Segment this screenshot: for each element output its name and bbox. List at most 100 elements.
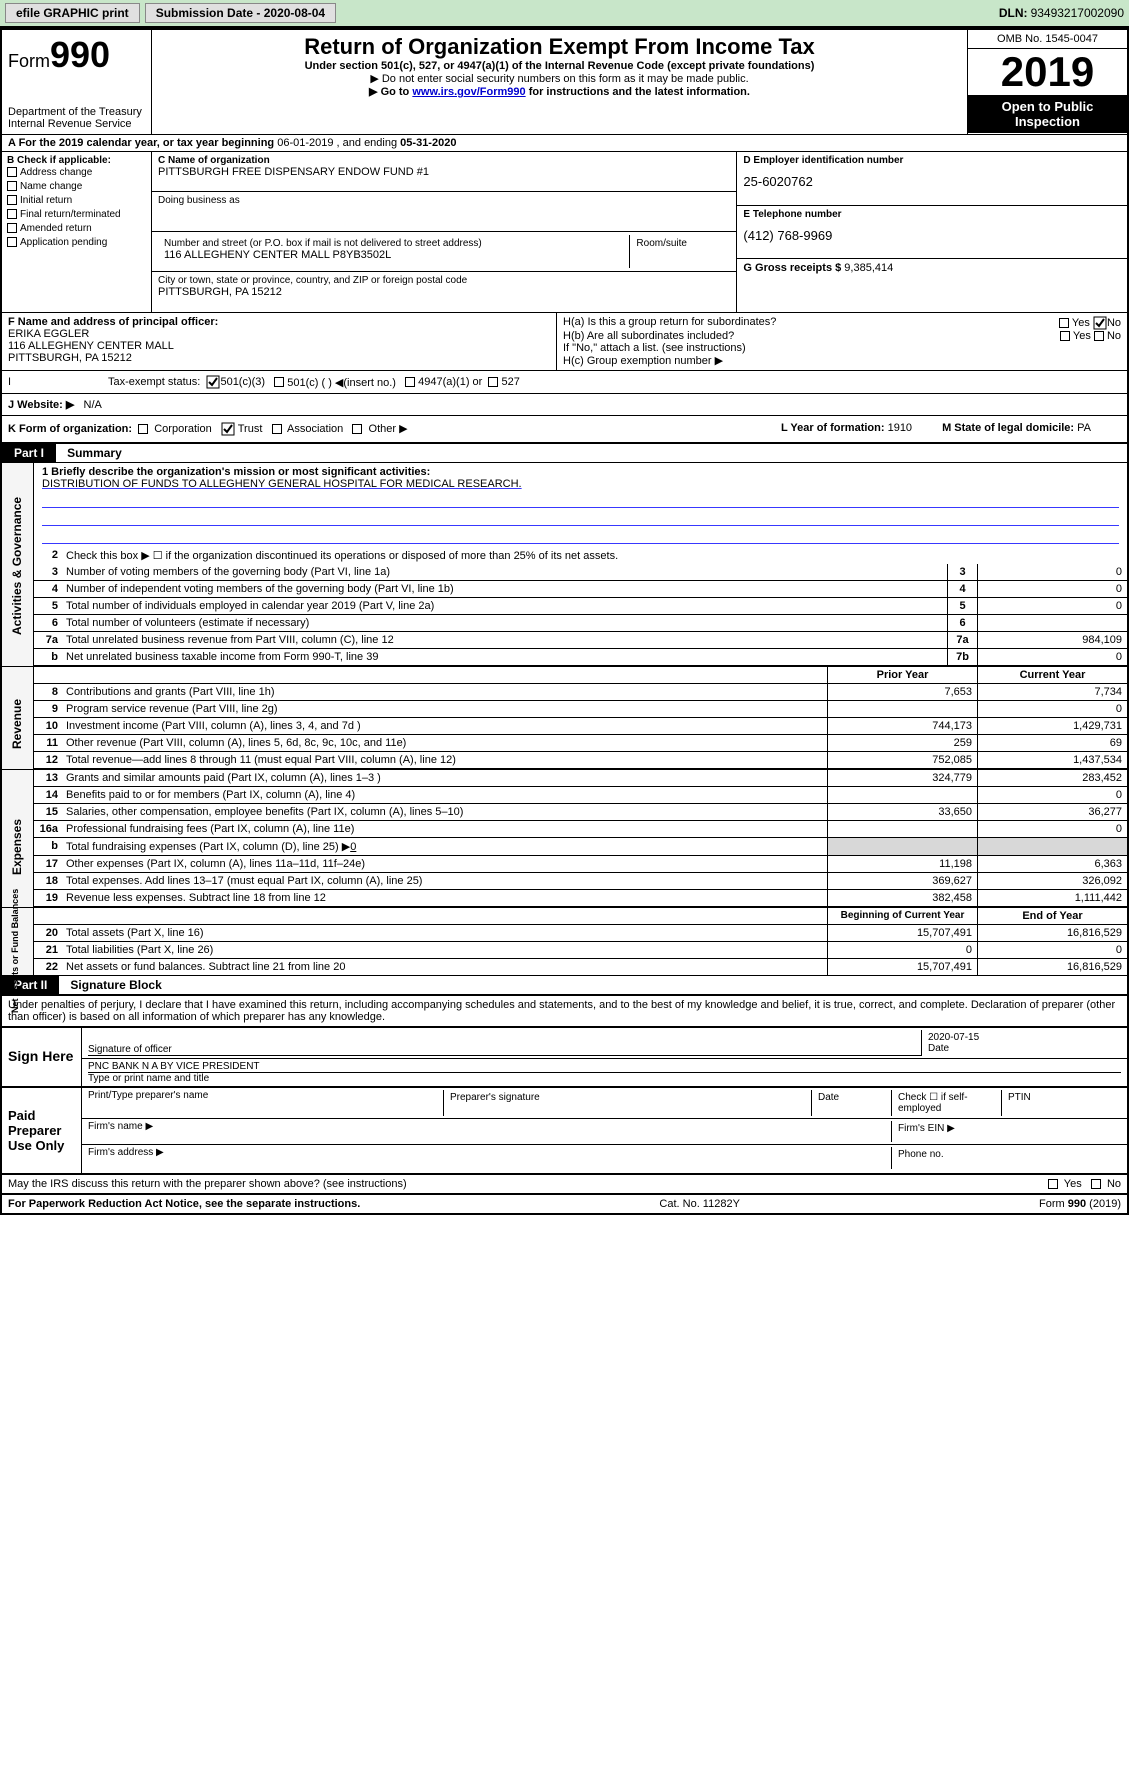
dln-value: 93493217002090 xyxy=(1031,6,1124,20)
state-domicile: PA xyxy=(1077,422,1091,434)
line13-text: Grants and similar amounts paid (Part IX… xyxy=(62,770,827,786)
line4-text: Number of independent voting members of … xyxy=(62,581,947,597)
chk-corp[interactable] xyxy=(138,424,148,434)
line7a-n: 7a xyxy=(947,632,977,648)
prep-name-label: Print/Type preparer's name xyxy=(88,1090,443,1116)
line17-py: 11,198 xyxy=(827,856,977,872)
tax-year: 2019 xyxy=(968,49,1127,95)
line1-label: 1 Briefly describe the organization's mi… xyxy=(42,466,430,478)
hdr-begin-year: Beginning of Current Year xyxy=(827,908,977,924)
chk-501c3-checked[interactable] xyxy=(206,375,220,389)
line10-text: Investment income (Part VIII, column (A)… xyxy=(62,718,827,734)
form-prefix: Form xyxy=(8,51,50,71)
line9-cy: 0 xyxy=(977,701,1127,717)
vtab-revenue: Revenue xyxy=(10,669,24,779)
line16b-v: 0 xyxy=(350,841,356,853)
ha-yes[interactable] xyxy=(1059,318,1069,328)
form-number: 990 xyxy=(50,34,110,75)
gross-receipts: 9,385,414 xyxy=(844,262,893,274)
line7b-v: 0 xyxy=(977,649,1127,665)
chk-other[interactable] xyxy=(352,424,362,434)
opt-501c3: 501(c)(3) xyxy=(220,376,265,388)
box-c-name-label: C Name of organization xyxy=(158,155,270,166)
officer-addr1: 116 ALLEGHENY CENTER MALL xyxy=(8,340,174,352)
org-city: PITTSBURGH, PA 15212 xyxy=(158,286,730,298)
chk-initial-return[interactable]: Initial return xyxy=(7,194,146,208)
vtab-expenses: Expenses xyxy=(10,792,24,902)
form-title: Return of Organization Exempt From Incom… xyxy=(162,34,957,60)
prep-self-emp[interactable]: Check ☐ if self-employed xyxy=(891,1090,1001,1116)
line16b-cy xyxy=(977,838,1127,855)
chk-527[interactable] xyxy=(488,377,498,387)
line19-py: 382,458 xyxy=(827,890,977,906)
line2: Check this box ▶ ☐ if the organization d… xyxy=(62,547,1127,564)
line4-v: 0 xyxy=(977,581,1127,597)
chk-trust-checked[interactable] xyxy=(221,422,235,436)
line16b-text: Total fundraising expenses (Part IX, col… xyxy=(62,838,827,855)
box-e-label: E Telephone number xyxy=(743,209,1121,220)
row-a-text: A For the 2019 calendar year, or tax yea… xyxy=(8,137,277,149)
chk-final-return[interactable]: Final return/terminated xyxy=(7,208,146,222)
hb-note: If "No," attach a list. (see instruction… xyxy=(563,342,1121,354)
line8-cy: 7,734 xyxy=(977,684,1127,700)
line19-text: Revenue less expenses. Subtract line 18 … xyxy=(62,890,827,906)
opt-501c: 501(c) ( ) ◀(insert no.) xyxy=(287,376,396,389)
dba-label: Doing business as xyxy=(158,195,730,206)
form-note1: ▶ Do not enter social security numbers o… xyxy=(162,72,957,85)
chk-application-pending[interactable]: Application pending xyxy=(7,236,146,250)
box-h: H(a) Is this a group return for subordin… xyxy=(557,313,1127,370)
line15-text: Salaries, other compensation, employee b… xyxy=(62,804,827,820)
discuss-question: May the IRS discuss this return with the… xyxy=(8,1178,407,1190)
line17-text: Other expenses (Part IX, column (A), lin… xyxy=(62,856,827,872)
officer-print-name: PNC BANK N A BY VICE PRESIDENT xyxy=(88,1061,1121,1073)
note2-pre: ▶ Go to xyxy=(369,86,412,98)
discuss-no[interactable] xyxy=(1091,1179,1101,1189)
city-label: City or town, state or province, country… xyxy=(158,275,730,286)
box-g-label: G Gross receipts $ xyxy=(743,262,844,274)
line13-cy: 283,452 xyxy=(977,770,1127,786)
row-k: K Form of organization: Corporation Trus… xyxy=(2,415,1127,444)
line11-py: 259 xyxy=(827,735,977,751)
firm-phone-label: Phone no. xyxy=(891,1147,1121,1169)
chk-501c[interactable] xyxy=(274,377,284,387)
firm-addr-label: Firm's address ▶ xyxy=(88,1147,891,1169)
hb-yes[interactable] xyxy=(1060,331,1070,341)
part-i-title: Summary xyxy=(59,443,130,463)
box-b: B Check if applicable: Address change Na… xyxy=(2,152,152,312)
open-inspection: Open to Public Inspection xyxy=(968,95,1127,133)
sign-here-label: Sign Here xyxy=(2,1028,82,1086)
line18-py: 369,627 xyxy=(827,873,977,889)
hb-no[interactable] xyxy=(1094,331,1104,341)
org-address: 116 ALLEGHENY CENTER MALL P8YB3502L xyxy=(158,249,629,264)
line5-n: 5 xyxy=(947,598,977,614)
line7a-text: Total unrelated business revenue from Pa… xyxy=(62,632,947,648)
hb-label: H(b) Are all subordinates included? xyxy=(563,330,734,342)
form990-link[interactable]: www.irs.gov/Form990 xyxy=(412,86,525,98)
line8-text: Contributions and grants (Part VIII, lin… xyxy=(62,684,827,700)
ha-no-checked[interactable] xyxy=(1093,316,1107,330)
form-id-block: Form990 Department of the Treasury Inter… xyxy=(2,30,152,134)
chk-assoc[interactable] xyxy=(272,424,282,434)
line11-text: Other revenue (Part VIII, column (A), li… xyxy=(62,735,827,751)
discuss-yes[interactable] xyxy=(1048,1179,1058,1189)
line5-v: 0 xyxy=(977,598,1127,614)
addr-label: Number and street (or P.O. box if mail i… xyxy=(158,235,629,249)
line20-py: 15,707,491 xyxy=(827,925,977,941)
chk-amended-return[interactable]: Amended return xyxy=(7,222,146,236)
sub-date-label: Submission Date - xyxy=(156,6,264,20)
vtab-net-assets: Net Assets or Fund Balances xyxy=(10,903,20,1013)
row-l-label: L Year of formation: xyxy=(781,422,888,434)
sig-date-label: Date xyxy=(928,1043,949,1054)
chk-4947[interactable] xyxy=(405,377,415,387)
submission-date-button[interactable]: Submission Date - 2020-08-04 xyxy=(145,3,336,23)
line18-cy: 326,092 xyxy=(977,873,1127,889)
dln-label: DLN: xyxy=(999,6,1028,20)
line16a-py xyxy=(827,821,977,837)
efile-print-button[interactable]: efile GRAPHIC print xyxy=(5,3,140,23)
line21-py: 0 xyxy=(827,942,977,958)
chk-address-change[interactable]: Address change xyxy=(7,166,146,180)
phone-value: (412) 768-9969 xyxy=(743,228,1121,243)
firm-ein-label: Firm's EIN ▶ xyxy=(891,1121,1121,1142)
hdr-end-year: End of Year xyxy=(977,908,1127,924)
chk-name-change[interactable]: Name change xyxy=(7,180,146,194)
